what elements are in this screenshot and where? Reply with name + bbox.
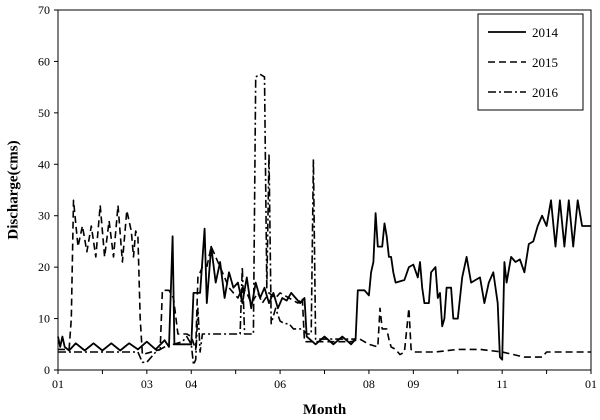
x-tick-label: 01 bbox=[52, 377, 64, 391]
x-tick-label: 04 bbox=[185, 377, 197, 391]
series-line-2014 bbox=[57, 199, 591, 361]
legend-label-2016: 2016 bbox=[532, 85, 559, 100]
x-tick-label: 03 bbox=[141, 377, 153, 391]
x-axis: 01 03 04 06 08 09 11 01 bbox=[52, 370, 597, 391]
series-layer bbox=[57, 73, 591, 366]
legend: 2014 2015 2016 bbox=[477, 13, 584, 111]
y-tick-label: 0 bbox=[44, 363, 50, 377]
legend-label-2014: 2014 bbox=[532, 25, 559, 40]
legend-label-2015: 2015 bbox=[532, 55, 558, 70]
x-tick-label: 09 bbox=[407, 377, 419, 391]
y-tick-label: 50 bbox=[38, 106, 50, 120]
x-tick-label: 06 bbox=[274, 377, 286, 391]
y-axis: 0 10 20 30 40 50 60 70 bbox=[38, 3, 58, 377]
x-tick-label: 11 bbox=[496, 377, 508, 391]
y-tick-label: 40 bbox=[38, 157, 50, 171]
y-tick-label: 60 bbox=[38, 54, 50, 68]
x-tick-label: 08 bbox=[363, 377, 375, 391]
y-tick-label: 30 bbox=[38, 209, 50, 223]
legend-box bbox=[477, 13, 584, 111]
x-axis-title: Month bbox=[303, 402, 347, 418]
x-tick-label: 01 bbox=[585, 377, 597, 391]
y-axis-title: Discharge(cms) bbox=[5, 140, 21, 239]
series-line-2015 bbox=[58, 199, 591, 358]
y-tick-label: 20 bbox=[38, 260, 50, 274]
series-line-2016 bbox=[58, 73, 356, 366]
y-tick-label: 10 bbox=[38, 312, 50, 326]
y-tick-label: 70 bbox=[38, 3, 50, 17]
